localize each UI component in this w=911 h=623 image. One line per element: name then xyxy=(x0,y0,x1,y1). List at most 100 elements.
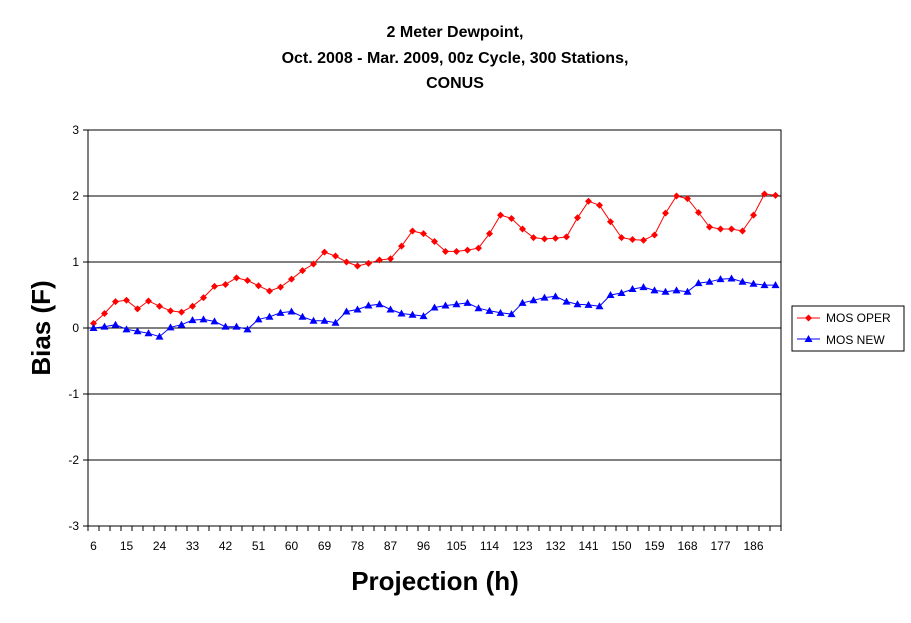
data-point-mos-new xyxy=(738,277,747,285)
chart-title: 2 Meter Dewpoint, Oct. 2008 - Mar. 2009,… xyxy=(282,24,629,92)
data-point-mos-new xyxy=(540,293,549,301)
y-tick-label: -1 xyxy=(68,387,79,401)
data-point-mos-new xyxy=(177,320,186,328)
data-point-mos-oper xyxy=(662,209,669,217)
data-point-mos-new xyxy=(606,291,615,298)
data-point-mos-new xyxy=(529,296,538,304)
x-tick-label: 186 xyxy=(743,539,763,553)
data-point-mos-new xyxy=(375,300,384,308)
data-point-mos-oper xyxy=(211,282,218,290)
data-point-mos-oper xyxy=(486,230,493,238)
data-point-mos-oper xyxy=(365,259,372,267)
data-point-mos-new xyxy=(166,323,175,331)
data-point-mos-new xyxy=(705,277,714,285)
legend-label-mos-new: MOS NEW xyxy=(826,333,885,347)
data-point-mos-new xyxy=(276,308,285,316)
data-point-mos-new xyxy=(419,312,428,320)
data-point-mos-oper xyxy=(178,308,185,316)
x-tick-label: 24 xyxy=(153,539,167,553)
data-point-mos-new xyxy=(309,316,318,324)
y-tick-label: 2 xyxy=(72,189,79,203)
legend-marker-mos-oper xyxy=(805,314,812,322)
y-tick-label: 3 xyxy=(72,123,79,137)
x-tick-label: 132 xyxy=(545,539,565,553)
data-point-mos-oper xyxy=(695,209,702,216)
data-point-mos-oper xyxy=(728,225,735,233)
series-layer xyxy=(89,190,780,340)
data-point-mos-oper xyxy=(640,236,647,244)
data-point-mos-oper xyxy=(134,305,141,313)
data-point-mos-new xyxy=(551,292,560,300)
data-point-mos-new xyxy=(584,300,593,308)
data-point-mos-new xyxy=(155,332,164,340)
x-tick-label: 150 xyxy=(611,539,631,553)
data-point-mos-new xyxy=(727,274,736,282)
data-point-mos-oper xyxy=(255,282,262,290)
data-point-mos-oper xyxy=(750,211,757,219)
data-point-mos-new xyxy=(507,310,516,318)
data-point-mos-new xyxy=(639,283,648,291)
data-point-mos-oper xyxy=(431,238,438,246)
data-point-mos-oper xyxy=(530,234,537,242)
data-point-mos-oper xyxy=(332,252,339,260)
data-point-mos-new xyxy=(320,316,329,324)
x-tick-label: 123 xyxy=(512,539,532,553)
gridlines xyxy=(88,195,781,461)
data-point-mos-oper xyxy=(420,230,427,238)
legend-marker-mos-new xyxy=(804,335,813,342)
data-point-mos-new xyxy=(595,302,604,310)
data-point-mos-new xyxy=(221,322,230,330)
y-tick-label: -2 xyxy=(68,453,79,467)
data-point-mos-oper xyxy=(673,192,680,200)
data-point-mos-new xyxy=(573,300,582,308)
data-point-mos-new xyxy=(298,312,307,320)
data-point-mos-oper xyxy=(277,283,284,291)
data-point-mos-oper xyxy=(409,227,416,235)
x-tick-label: 42 xyxy=(219,539,233,553)
x-tick-label: 87 xyxy=(384,539,398,553)
data-point-mos-oper xyxy=(112,298,119,306)
chart-title-line-2: Oct. 2008 - Mar. 2009, 00z Cycle, 300 St… xyxy=(282,50,629,67)
data-point-mos-oper xyxy=(596,201,603,209)
data-point-mos-oper xyxy=(519,225,526,233)
data-point-mos-oper xyxy=(706,223,713,231)
data-point-mos-new xyxy=(452,300,461,308)
data-point-mos-new xyxy=(232,322,241,330)
x-tick-label: 15 xyxy=(120,539,134,553)
data-point-mos-new xyxy=(562,297,571,305)
data-point-mos-oper xyxy=(464,246,471,254)
data-point-mos-oper xyxy=(167,307,174,315)
legend: MOS OPER MOS NEW xyxy=(791,305,905,352)
series-mos-new xyxy=(89,274,780,340)
y-axis: 3 2 1 0 -1 -2 -3 xyxy=(68,123,88,533)
data-point-mos-new xyxy=(243,325,252,333)
data-point-mos-new xyxy=(265,312,274,320)
data-point-mos-new xyxy=(144,329,153,337)
data-point-mos-oper xyxy=(497,211,504,219)
data-point-mos-oper xyxy=(574,214,581,222)
data-point-mos-oper xyxy=(563,233,570,241)
data-point-mos-oper xyxy=(299,267,306,275)
data-point-mos-new xyxy=(100,322,109,330)
x-tick-label: 177 xyxy=(710,539,730,553)
x-tick-label: 6 xyxy=(90,539,97,553)
data-point-mos-new xyxy=(364,301,373,309)
x-tick-label: 114 xyxy=(480,539,499,553)
data-point-mos-oper xyxy=(398,242,405,250)
data-point-mos-new xyxy=(650,286,659,294)
data-point-mos-oper xyxy=(123,296,130,304)
y-tick-label: -3 xyxy=(68,519,79,533)
data-point-mos-oper xyxy=(343,258,350,266)
data-point-mos-oper xyxy=(761,190,768,198)
data-point-mos-new xyxy=(628,285,637,293)
x-tick-label: 168 xyxy=(677,539,697,553)
x-tick-label: 60 xyxy=(285,539,299,553)
x-tick-label: 96 xyxy=(417,539,431,553)
data-point-mos-oper xyxy=(508,214,515,222)
data-point-mos-new xyxy=(287,307,296,315)
data-point-mos-oper xyxy=(244,276,251,284)
data-point-mos-oper xyxy=(585,197,592,205)
data-point-mos-oper xyxy=(387,255,394,263)
chart-title-line-3: CONUS xyxy=(426,75,484,92)
data-point-mos-oper xyxy=(200,294,207,302)
